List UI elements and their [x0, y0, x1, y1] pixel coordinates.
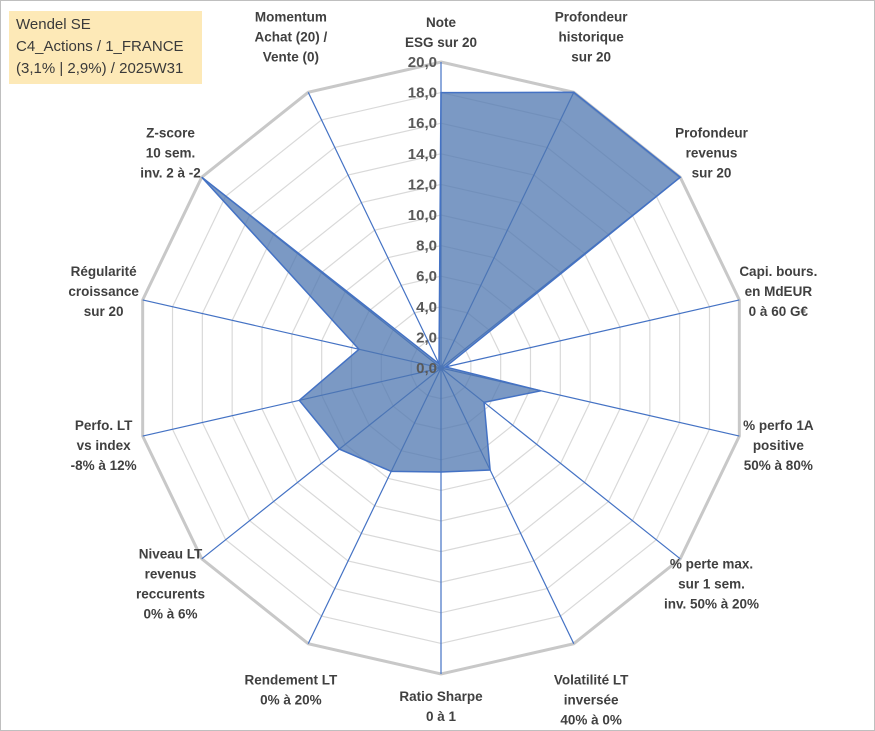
- series-area: [201, 91, 682, 473]
- tick-label: 18,0: [408, 85, 437, 102]
- tick-label: 8,0: [416, 238, 437, 255]
- radar-axis-labels: Note ESG sur 20 Profondeur historique sur 20…: [68, 9, 817, 727]
- tick-label: 6,0: [416, 268, 437, 285]
- radar-tick-labels: 0,0 2,0 4,0 6,0 8,0 10,0 12,0 14,0 16,0 18,0 20,0: [408, 54, 437, 377]
- tick-label: 0,0: [416, 360, 437, 377]
- axis-label: Profondeur revenus sur 20: [675, 125, 748, 180]
- axis-label: % perfo 1A positive 50% à 80%: [743, 418, 814, 473]
- tick-label: 4,0: [416, 299, 437, 316]
- tick-label: 16,0: [408, 115, 437, 132]
- tick-label: 20,0: [408, 54, 437, 71]
- title-line-1: Wendel SE: [16, 16, 91, 33]
- axis-label: Z-score 10 sem. inv. 2 à -2: [140, 125, 201, 180]
- axis-label: Note ESG sur 20: [405, 15, 477, 50]
- tick-label: 10,0: [408, 207, 437, 224]
- radar-series: [201, 91, 682, 473]
- axis-label: Momentum Achat (20) / Vente (0): [254, 9, 327, 64]
- axis-label: % perte max. sur 1 sem. inv. 50% à 20%: [664, 557, 759, 612]
- title-line-2: C4_Actions / 1_FRANCE: [16, 38, 184, 55]
- axis-spoke: [440, 299, 740, 369]
- axis-label: Capi. bours. en MdEUR 0 à 60 G€: [739, 264, 817, 319]
- axis-label: Perfo. LT vs index -8% à 12%: [71, 418, 137, 473]
- tick-label: 14,0: [408, 146, 437, 163]
- axis-label: Ratio Sharpe 0 à 1: [399, 689, 483, 724]
- tick-label: 2,0: [416, 329, 437, 346]
- axis-label: Rendement LT 0% à 20%: [244, 673, 338, 708]
- title-line-3: (3,1% | 2,9%) / 2025W31: [16, 60, 184, 77]
- tick-label: 12,0: [408, 176, 437, 193]
- axis-label: Régularité croissance sur 20: [68, 264, 139, 319]
- chart-title-box: Wendel SE C4_Actions / 1_FRANCE (3,1% | …: [9, 11, 202, 84]
- axis-label: Niveau LT revenus reccurents 0% à 6%: [136, 547, 205, 622]
- axis-spoke: [307, 92, 442, 369]
- axis-label: Volatilité LT inversée 40% à 0%: [554, 673, 629, 728]
- axis-label: Profondeur historique sur 20: [555, 9, 628, 64]
